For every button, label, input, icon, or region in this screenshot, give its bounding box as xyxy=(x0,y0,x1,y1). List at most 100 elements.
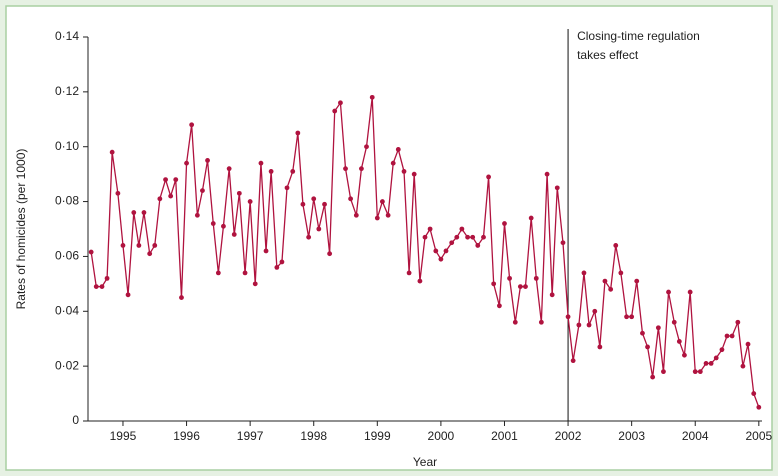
x-tick-label: 2001 xyxy=(491,429,518,443)
data-point xyxy=(210,221,216,226)
data-point xyxy=(661,369,666,375)
data-point xyxy=(666,289,671,295)
data-point xyxy=(576,322,582,328)
data-point xyxy=(131,210,137,215)
data-point xyxy=(215,270,221,276)
data-point xyxy=(109,149,115,155)
data-point xyxy=(93,284,99,289)
data-point xyxy=(369,94,375,100)
data-point xyxy=(125,292,131,298)
data-point xyxy=(252,281,258,287)
data-point xyxy=(523,284,528,289)
data-point xyxy=(173,177,179,183)
data-point xyxy=(682,352,687,358)
data-point xyxy=(533,275,539,281)
data-point xyxy=(364,144,369,150)
data-point xyxy=(290,169,296,174)
data-point xyxy=(740,363,746,369)
y-tick-label: 0·12 xyxy=(55,84,79,98)
data-point xyxy=(274,265,280,270)
data-point xyxy=(422,234,428,240)
data-point xyxy=(496,303,502,309)
data-point xyxy=(295,130,301,136)
data-point xyxy=(343,166,348,172)
data-point xyxy=(597,344,603,350)
data-point xyxy=(390,160,396,166)
data-point xyxy=(395,147,401,152)
data-point xyxy=(507,275,512,281)
data-point xyxy=(385,212,391,218)
data-point xyxy=(629,314,635,320)
data-point xyxy=(491,281,497,287)
data-point xyxy=(268,169,274,174)
y-tick-label: 0·06 xyxy=(55,249,79,263)
data-point xyxy=(751,391,757,396)
data-point xyxy=(242,270,248,276)
data-point xyxy=(374,215,380,221)
data-point xyxy=(724,333,730,339)
data-point xyxy=(586,322,592,328)
data-point xyxy=(353,212,359,218)
data-point xyxy=(205,158,210,163)
data-point xyxy=(200,188,205,194)
data-point xyxy=(592,308,598,314)
data-point xyxy=(687,289,693,295)
x-tick-label: 2003 xyxy=(618,429,645,443)
data-point xyxy=(438,256,444,262)
data-point xyxy=(236,190,242,196)
data-point xyxy=(554,185,560,191)
y-tick-label: 0·02 xyxy=(55,358,79,372)
annotation-text: takes effect xyxy=(577,48,639,62)
data-point xyxy=(157,196,163,202)
data-point xyxy=(184,160,189,166)
data-point xyxy=(692,369,698,375)
data-point xyxy=(194,212,200,218)
data-point xyxy=(697,369,703,375)
data-point xyxy=(756,404,762,410)
data-point xyxy=(311,196,317,202)
data-point xyxy=(459,226,465,232)
data-point xyxy=(427,226,433,232)
data-point xyxy=(88,249,94,255)
data-point xyxy=(544,171,550,177)
x-tick-label: 1997 xyxy=(237,429,264,443)
data-point xyxy=(359,166,364,172)
data-point xyxy=(443,248,449,254)
x-tick-label: 1996 xyxy=(173,429,200,443)
data-point xyxy=(99,284,105,289)
data-point xyxy=(708,361,714,366)
data-point xyxy=(136,243,142,248)
annotation-text: Closing-time regulation xyxy=(577,29,700,43)
data-point xyxy=(713,355,719,361)
y-tick-label: 0·10 xyxy=(55,139,79,153)
y-tick-label: 0·14 xyxy=(55,29,79,43)
data-point xyxy=(263,248,269,254)
x-axis-label: Year xyxy=(413,455,437,469)
data-point xyxy=(729,333,735,339)
data-point xyxy=(719,347,725,353)
x-tick-label: 1998 xyxy=(300,429,327,443)
data-point xyxy=(645,344,650,350)
data-point xyxy=(475,243,481,248)
y-tick-label: 0·04 xyxy=(55,303,79,317)
panel xyxy=(5,5,773,471)
data-point xyxy=(332,108,338,114)
data-point xyxy=(640,330,645,336)
x-tick-label: 2000 xyxy=(428,429,455,443)
data-point xyxy=(141,210,147,215)
data-point xyxy=(258,160,264,166)
data-point xyxy=(613,243,619,248)
data-point xyxy=(179,295,184,300)
y-tick-label: 0 xyxy=(72,413,79,427)
y-axis-label: Rates of homicides (per 1000) xyxy=(14,149,28,310)
data-point xyxy=(316,226,322,232)
data-point xyxy=(634,278,640,284)
data-point xyxy=(538,319,544,325)
data-point xyxy=(449,240,455,246)
data-point xyxy=(465,234,471,240)
data-point xyxy=(549,292,555,298)
data-point xyxy=(221,223,226,229)
data-point xyxy=(517,284,523,289)
data-point xyxy=(608,286,614,292)
data-point xyxy=(417,278,423,284)
